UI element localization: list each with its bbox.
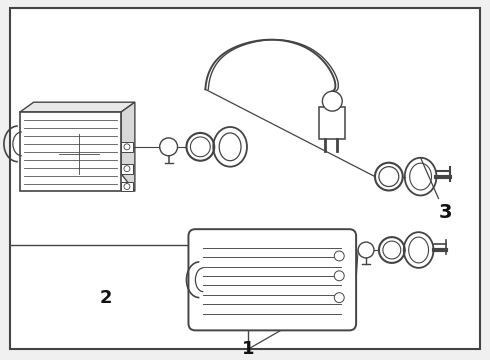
Circle shape <box>124 184 130 189</box>
Bar <box>121 164 133 174</box>
Polygon shape <box>121 102 135 192</box>
Polygon shape <box>20 102 135 112</box>
Circle shape <box>334 271 344 281</box>
Circle shape <box>124 166 130 172</box>
Bar <box>20 112 121 192</box>
Circle shape <box>334 251 344 261</box>
Text: 2: 2 <box>100 289 112 307</box>
Bar <box>319 107 345 139</box>
Circle shape <box>358 242 374 258</box>
Bar <box>121 181 133 192</box>
Circle shape <box>334 293 344 303</box>
FancyBboxPatch shape <box>189 229 356 330</box>
Circle shape <box>322 91 342 111</box>
Circle shape <box>124 144 130 150</box>
Text: 1: 1 <box>242 340 254 358</box>
Bar <box>121 142 133 152</box>
Circle shape <box>160 138 177 156</box>
Text: 3: 3 <box>439 203 452 222</box>
